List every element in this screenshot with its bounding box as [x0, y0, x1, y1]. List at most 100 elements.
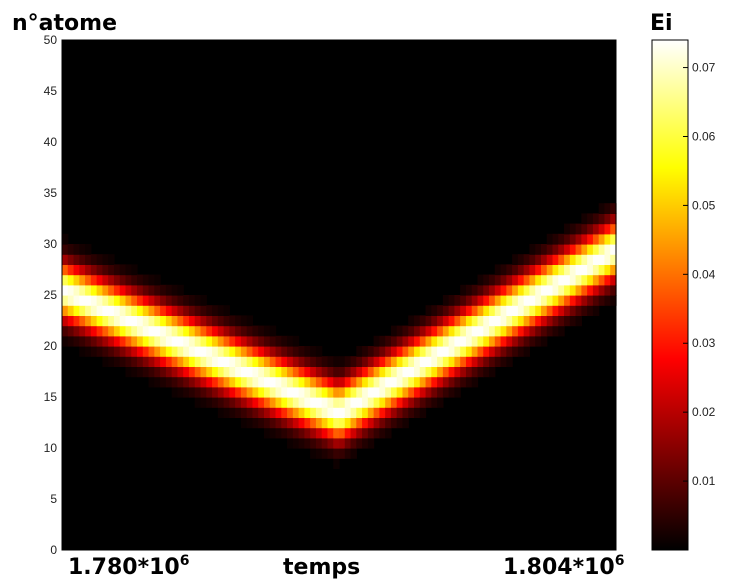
heatmap-cell [471, 376, 479, 388]
heatmap-cell [512, 254, 519, 265]
heatmap-cell [137, 284, 144, 296]
heatmap-cell [339, 448, 346, 459]
heatmap-cell [217, 335, 225, 347]
heatmap-cell [125, 335, 132, 347]
heatmap-cell [62, 274, 69, 286]
heatmap-cell [610, 264, 617, 276]
heatmap-cell [506, 264, 513, 276]
heatmap-cell [546, 305, 554, 316]
heatmap-cell [148, 295, 155, 306]
heatmap-cell [333, 397, 340, 408]
heatmap-cell [373, 397, 380, 408]
heatmap-cell [356, 366, 363, 378]
y-axis-label: n°atome [12, 11, 117, 36]
heatmap-cell [379, 417, 386, 429]
heatmap-cell [292, 437, 300, 449]
heatmap-cell [287, 356, 294, 367]
heatmap-cell [517, 305, 525, 316]
heatmap-cell [287, 376, 294, 388]
heatmap-cell [321, 376, 329, 388]
heatmap-cell [373, 386, 380, 398]
heatmap-cell [437, 325, 444, 337]
heatmap-cell [483, 366, 490, 378]
heatmap-cell [102, 315, 109, 327]
heatmap-cell [67, 274, 75, 286]
heatmap-cell [321, 356, 329, 367]
heatmap-cell [408, 325, 415, 337]
heatmap-cell [321, 407, 329, 418]
heatmap-cell [206, 386, 213, 398]
heatmap-cell [523, 325, 531, 337]
heatmap-cell [540, 264, 548, 276]
heatmap-cell [535, 264, 542, 276]
heatmap-cell [396, 386, 404, 398]
heatmap-cell [408, 335, 415, 347]
colorbar-tick-label: 0.03 [692, 336, 716, 350]
heatmap-cell [165, 284, 173, 296]
heatmap-cell [275, 397, 282, 408]
heatmap-cell [148, 315, 155, 327]
heatmap-cell [529, 274, 536, 286]
heatmap-cell [160, 295, 167, 306]
heatmap-cell [489, 325, 496, 337]
heatmap-cell [339, 427, 346, 439]
heatmap-cell [575, 264, 582, 276]
heatmap-cell [310, 397, 317, 408]
heatmap-cell [523, 335, 531, 347]
heatmap-cell [321, 417, 329, 429]
heatmap-cell [414, 407, 421, 418]
x-tick-label-end: 1.804*106 [503, 553, 624, 579]
heatmap-cell [564, 284, 571, 296]
heatmap-cell [142, 305, 150, 316]
heatmap-cell [592, 254, 600, 265]
heatmap-cell [552, 295, 559, 306]
heatmap-cell [396, 325, 404, 337]
heatmap-cell [310, 417, 317, 429]
heatmap-cell [592, 305, 600, 316]
heatmap-cell [512, 264, 519, 276]
heatmap-cell [414, 335, 421, 347]
heatmap-cell [414, 346, 421, 357]
heatmap-cell [119, 315, 127, 327]
heatmap-cell [581, 244, 588, 255]
heatmap-cell [223, 356, 230, 367]
heatmap-cell [465, 335, 473, 347]
colorbar-tick-label: 0.06 [692, 129, 716, 143]
heatmap-cell [96, 325, 103, 337]
heatmap-cell [246, 335, 254, 347]
heatmap-cell [350, 448, 357, 459]
heatmap-cell [564, 254, 571, 265]
heatmap-cell [171, 305, 179, 316]
heatmap-cell [402, 346, 409, 357]
heatmap-cell [437, 366, 444, 378]
heatmap-cell [610, 213, 617, 225]
y-tick-label: 25 [44, 288, 58, 302]
heatmap-cell [402, 376, 409, 388]
heatmap-cell [471, 346, 479, 357]
heatmap-cell [240, 356, 248, 367]
heatmap-cell [540, 295, 548, 306]
heatmap-cell [448, 386, 456, 398]
heatmap-cell [165, 295, 173, 306]
heatmap-cell [344, 376, 352, 388]
heatmap-cell [373, 335, 380, 347]
colorbar-ticks: 0.01 0.02 0.03 0.04 0.05 0.06 0.07 [683, 61, 716, 488]
heatmap-cell [385, 427, 392, 439]
heatmap-cell [385, 335, 392, 347]
heatmap-cell [165, 346, 173, 357]
heatmap-cell [581, 264, 588, 276]
heatmap-cell [131, 284, 138, 296]
heatmap-cell [535, 325, 542, 337]
heatmap-cell [465, 356, 473, 367]
heatmap-cell [558, 264, 565, 276]
heatmap-cell [298, 417, 305, 429]
heatmap-cell [517, 346, 525, 357]
heatmap-cell [535, 315, 542, 327]
heatmap-cell [367, 427, 375, 439]
heatmap-cell [535, 274, 542, 286]
heatmap-cell [442, 346, 450, 357]
heatmap-cell [142, 295, 150, 306]
heatmap-cell [85, 305, 92, 316]
heatmap-cell [177, 366, 184, 378]
